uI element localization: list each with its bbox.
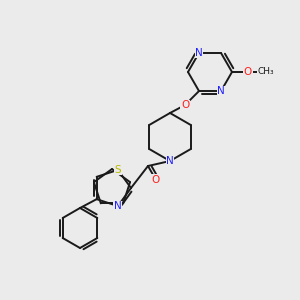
Text: CH₃: CH₃ [258, 68, 274, 76]
Text: O: O [244, 67, 252, 77]
Text: N: N [166, 156, 174, 166]
Text: N: N [114, 201, 122, 211]
Text: O: O [152, 175, 160, 185]
Text: N: N [195, 48, 203, 58]
Text: S: S [115, 165, 121, 175]
Text: N: N [217, 86, 225, 96]
Text: O: O [181, 100, 189, 110]
